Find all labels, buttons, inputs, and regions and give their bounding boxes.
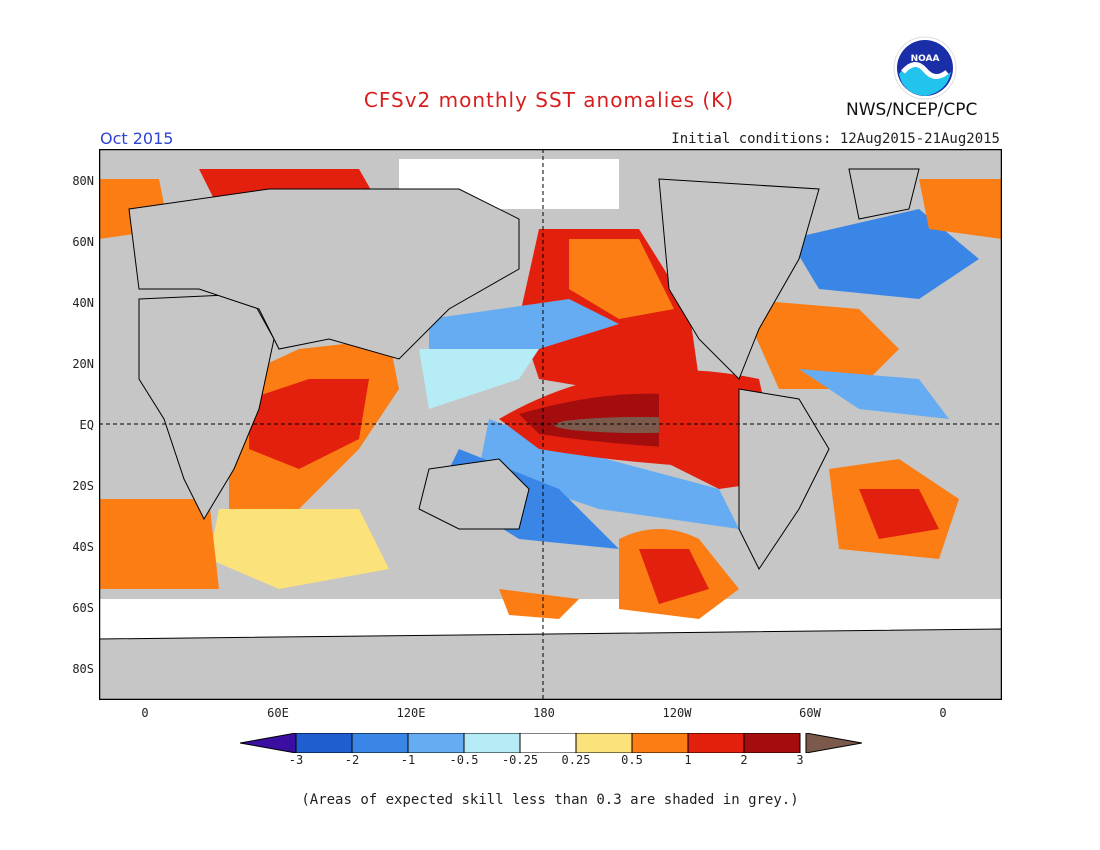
lat-label: 40S [72, 540, 94, 554]
colorbar-label: -0.25 [501, 753, 539, 767]
lat-label: 40N [72, 296, 94, 310]
noaa-logo: NOAA [893, 36, 957, 100]
colorbar-label: -1 [400, 753, 416, 767]
lon-label: 0 [939, 706, 947, 720]
colorbar-label: -3 [288, 753, 304, 767]
lat-label: 20N [72, 357, 94, 371]
colorbar-label: -2 [344, 753, 360, 767]
logo-text: NOAA [911, 54, 940, 64]
lat-label: EQ [79, 418, 94, 432]
lat-label: 60S [72, 601, 94, 615]
lon-label: 0 [141, 706, 149, 720]
colorbar-label: 2 [740, 753, 748, 767]
continents [99, 168, 1002, 700]
colorbar-cell [743, 733, 801, 753]
colorbar-label: 3 [796, 753, 804, 767]
colorbar-cell [351, 733, 409, 753]
footnote: (Areas of expected skill less than 0.3 a… [301, 792, 799, 808]
map-title: CFSv2 monthly SST anomalies (K) [363, 88, 735, 112]
colorbar-cell [631, 733, 689, 753]
colorbar-label: 0.25 [561, 753, 591, 767]
colorbar-cell [575, 733, 633, 753]
anomaly-field [99, 159, 1002, 669]
target-month: Oct 2015 [100, 129, 174, 148]
initial-conditions: Initial conditions: 12Aug2015-21Aug2015 [671, 131, 1000, 147]
lat-label: 60N [72, 235, 94, 249]
lat-label: 80S [72, 662, 94, 676]
colorbar [240, 733, 862, 753]
colorbar-cell [407, 733, 465, 753]
colorbar-cell [687, 733, 745, 753]
colorbar-cell [295, 733, 353, 753]
lat-label: 80N [72, 174, 94, 188]
sst-anomaly-map [99, 149, 1002, 700]
colorbar-cell [519, 733, 577, 753]
colorbar-cell [463, 733, 521, 753]
lon-label: 60W [799, 706, 821, 720]
agency-label: NWS/NCEP/CPC [846, 100, 978, 120]
colorbar-label: -0.5 [449, 753, 479, 767]
lat-label: 20S [72, 479, 94, 493]
colorbar-label: 0.5 [621, 753, 643, 767]
lon-label: 120E [396, 706, 426, 720]
lon-label: 120W [662, 706, 692, 720]
colorbar-label: 1 [684, 753, 692, 767]
lon-label: 60E [267, 706, 289, 720]
lon-label: 180 [533, 706, 555, 720]
